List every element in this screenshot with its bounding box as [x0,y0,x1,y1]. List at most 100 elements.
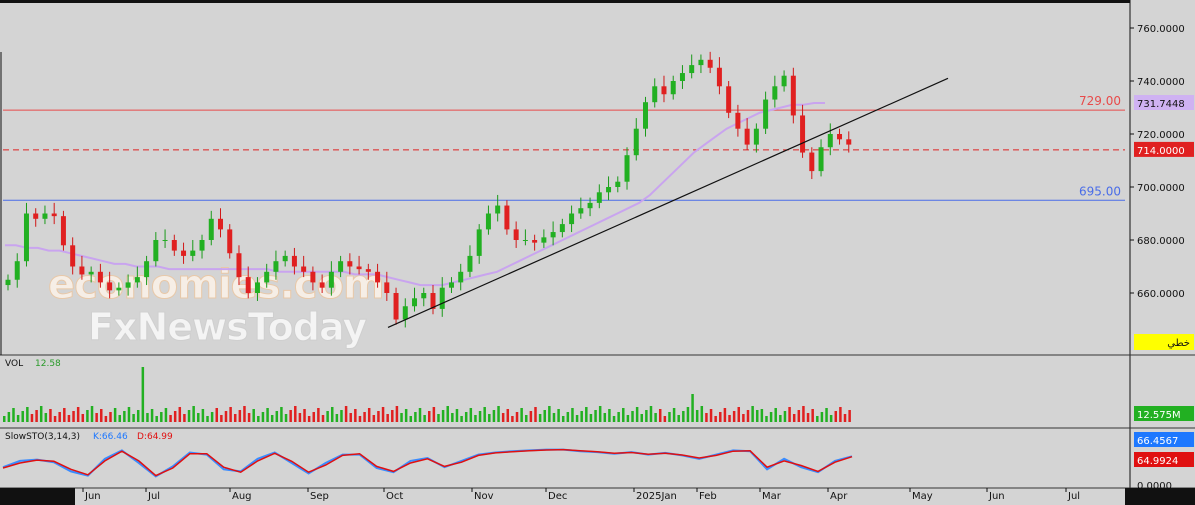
time-tick-label: Jun [988,491,1005,502]
top-border [0,0,1130,3]
volume-bar [30,414,34,422]
candle-body [633,128,639,156]
candle-body [550,232,556,238]
volume-bar [53,416,57,422]
volume-bar [622,408,625,422]
candle-body [513,229,519,240]
badge-volume: 12.575M [1137,410,1181,421]
volume-bar [298,413,302,422]
candle-body [624,155,630,182]
volume-bar [127,407,131,422]
price-tick-label: 740.0000 [1137,77,1185,88]
volume-bar [723,408,727,422]
volume-bar [266,408,269,422]
volume-bar [783,411,787,422]
volume-bar [825,408,828,422]
candle-body [282,255,288,262]
volume-bar [229,407,232,422]
volume-bar [294,406,297,422]
candle-body [569,213,575,225]
candle-body [218,218,223,230]
badge-mode: خطي [1167,338,1190,349]
candle-body [615,181,621,187]
candle-body [781,75,787,87]
candle-body [356,266,362,270]
volume-bar [520,408,523,422]
volume-bar [257,416,260,422]
price-tick-label: 700.0000 [1137,183,1185,194]
volume-bar [552,413,556,422]
candle-body [753,128,759,145]
price-tick-label: 760.0000 [1137,24,1185,35]
volume-bar [649,406,653,422]
axis-badges: 731.7448 714.0000 خطي 12.575M 66.4567 64.9924… [1134,94,1194,492]
volume-bar [483,407,486,422]
stoch-d-label: D:64.99 [137,432,173,442]
volume-bar [141,367,145,422]
volume-bar [806,413,810,422]
volume-bar [280,407,283,422]
volume-bar [571,408,574,422]
candle-body [208,218,214,240]
volume-bar [534,407,537,422]
candle-body [735,112,741,129]
volume-bar [645,410,648,422]
candle-body [301,266,307,272]
volume-bar [363,412,366,422]
volume-bar [774,408,777,422]
volume-bar [464,412,468,422]
trendline-line [387,77,949,328]
volume-bar [700,406,704,422]
volume-bar [631,411,634,422]
candle-body [23,213,29,262]
candles [5,51,852,328]
horizontal-levels: 729.00 695.00 [3,94,1125,201]
volume-bar [501,413,505,422]
candle-body [606,187,612,193]
volume-bar [335,414,339,422]
time-tick-label: Feb [699,491,717,502]
candle-body [412,298,418,307]
candle-body [42,213,48,219]
candle-body [393,293,399,320]
badge-k: 66.4567 [1137,436,1178,447]
volume-bar [340,410,343,422]
volume-bar [270,415,274,422]
candle-body [827,134,833,148]
volume-bar [695,410,699,422]
volume-bar [668,412,671,422]
volume-bar [169,415,172,422]
candle-body [254,282,260,293]
candle-body [439,287,445,309]
volume-bar [215,408,218,422]
volume-bar [792,414,796,422]
volume-bar [81,414,85,422]
time-tick-label: May [912,491,933,502]
volume-bar [811,409,814,422]
volume-bar [529,411,533,422]
time-tick-label: Jul [1067,491,1080,502]
volume-bar [247,413,251,422]
candle-body [744,128,750,145]
volume-bar [238,410,242,422]
volume-bar [635,407,639,422]
volume-bar [67,415,71,422]
volume-bar [321,415,325,422]
volume-bar [414,412,417,422]
volume-bar [617,412,620,422]
candle-body [522,240,528,241]
volume-bar [35,410,38,422]
volume-bar [317,408,320,422]
candle-body [273,261,279,272]
badge-d-bg [1134,452,1194,467]
candle-body [846,139,852,145]
candle-body [107,282,113,291]
volume-bar [779,415,782,422]
volume-bar [3,416,6,422]
stoch-d-line [2,448,853,477]
volume-bar [626,415,630,422]
candle-body [171,240,177,251]
moving-average [5,102,825,287]
